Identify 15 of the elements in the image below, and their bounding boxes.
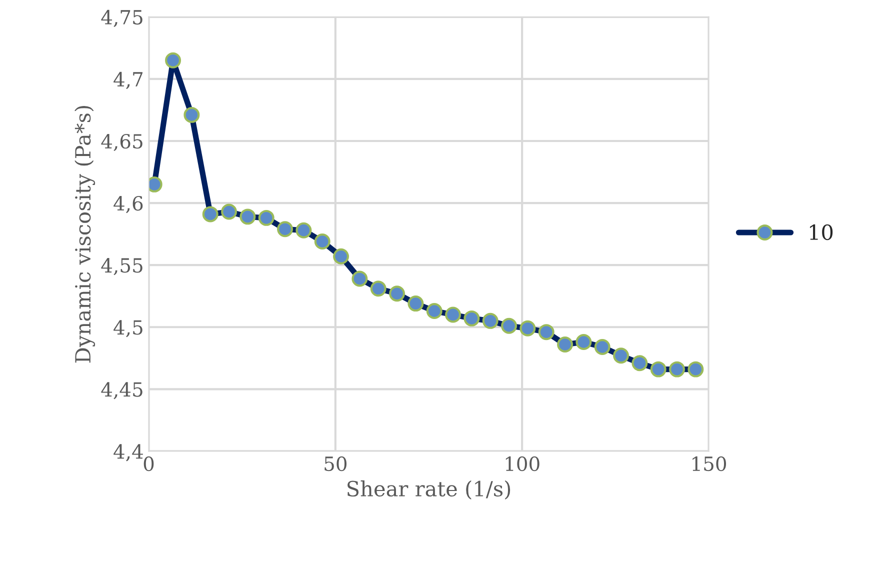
y-tick-label: 4,65: [101, 134, 142, 152]
y-axis-title: Dynamic viscosity (Pa*s): [74, 106, 96, 363]
y-tick-label: 4,7: [114, 72, 142, 89]
x-axis-title: Shear rate (1/s): [348, 480, 510, 500]
x-tick-label: 0: [144, 456, 154, 472]
y-tick-label: 4,75: [101, 10, 142, 27]
y-tick-label: 4,55: [101, 258, 142, 276]
x-tick-label: 150: [692, 456, 726, 472]
y-tick-label: 4,4: [114, 444, 143, 462]
y-tick-label: 4,5: [114, 320, 142, 338]
legend-label: 10: [810, 224, 833, 240]
x-tick-label: 100: [506, 456, 540, 472]
x-tick-label: 50: [324, 456, 346, 472]
y-tick-label: 4,6: [114, 196, 143, 214]
y-tick-label: 4,45: [101, 382, 142, 400]
